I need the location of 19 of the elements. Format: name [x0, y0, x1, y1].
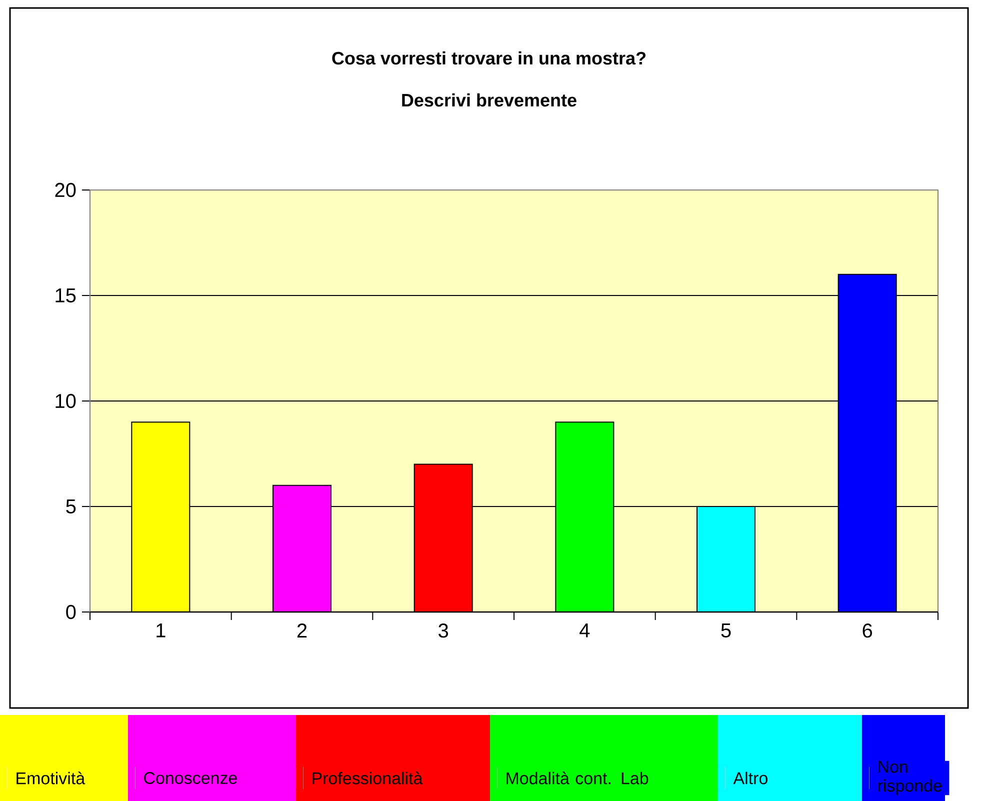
text: Conoscenze [144, 772, 237, 784]
x-tick-label: 1 [156, 624, 166, 638]
text: Emotività [16, 772, 86, 784]
x-tick-label: 6 [862, 624, 872, 638]
x-tick-label: 4 [580, 624, 590, 638]
x-tick-label: 3 [438, 624, 448, 638]
text: Altro [733, 772, 768, 784]
text: Modalità cont. Lab [506, 772, 648, 784]
y-tick-label: 5 [66, 500, 76, 514]
y-tick-label: 15 [56, 288, 76, 302]
x-tick-label: 5 [721, 624, 731, 638]
text: Professionalità [312, 772, 423, 784]
y-tick-label: 20 [55, 182, 76, 198]
y-tick-label: 0 [66, 604, 76, 620]
chart-subtitle: Descrivi brevemente [402, 93, 576, 107]
chart-title: Cosa vorresti trovare in una mostra? [332, 51, 646, 65]
text: Non risponde [878, 760, 942, 796]
y-tick-label: 10 [56, 394, 76, 408]
x-tick-label: 2 [297, 624, 307, 638]
